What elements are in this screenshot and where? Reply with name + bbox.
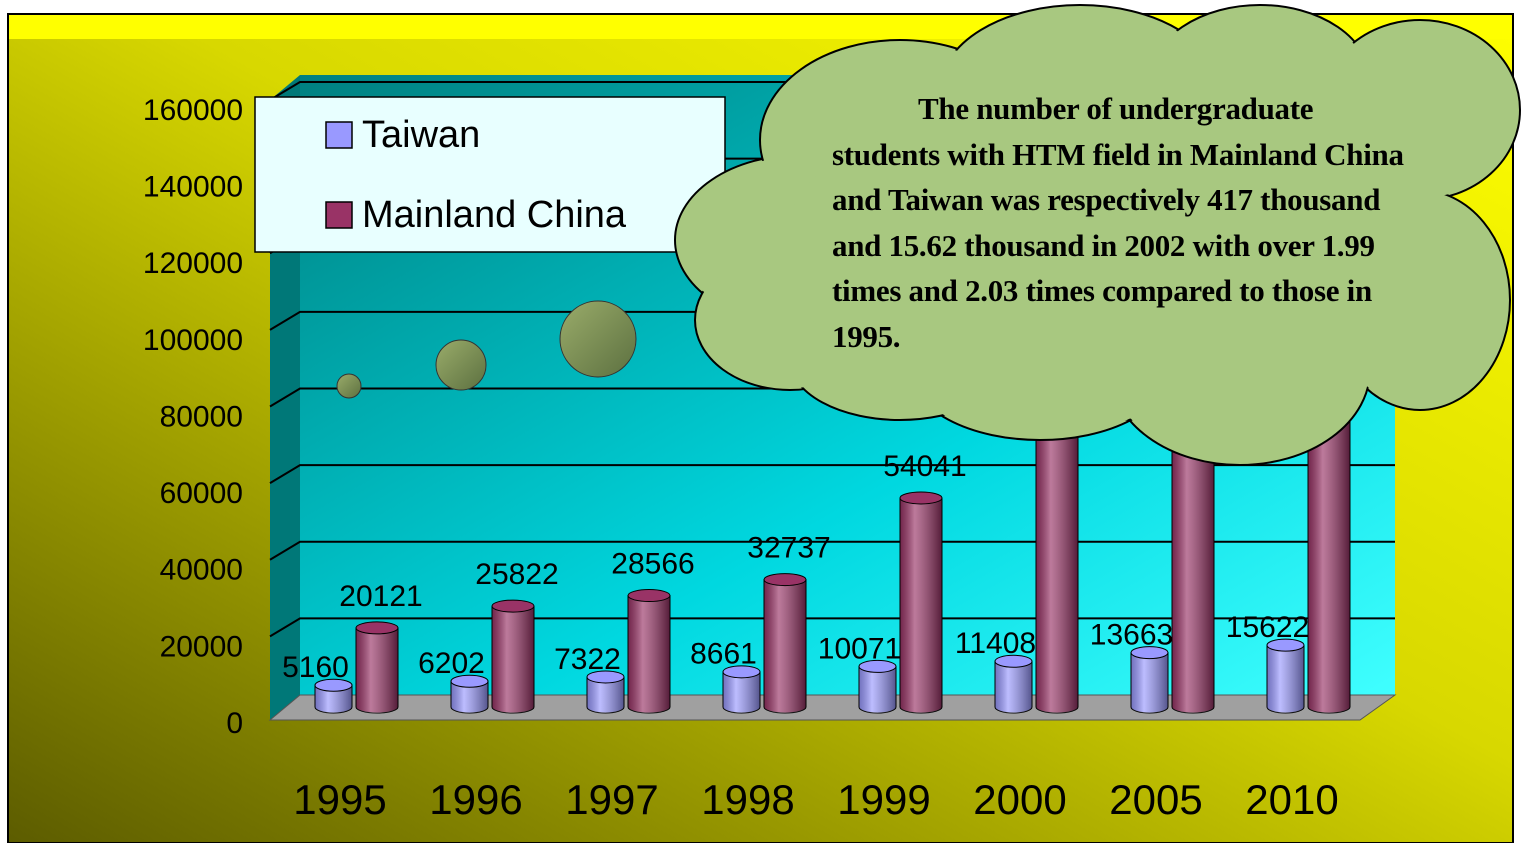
bar-top (356, 622, 398, 634)
bar-shade (764, 580, 806, 713)
x-tick-label: 1995 (293, 776, 386, 823)
x-tick-label: 2000 (973, 776, 1066, 823)
y-tick-label: 60000 (160, 477, 243, 510)
bar-shade (995, 661, 1032, 713)
x-tick-label: 1996 (429, 776, 522, 823)
value-label: 15622 (1226, 611, 1309, 644)
y-tick-label: 100000 (143, 324, 243, 357)
bar-shade (628, 596, 670, 713)
value-label: 8661 (690, 638, 757, 671)
legend-swatch (326, 202, 352, 228)
value-label: 13663 (1090, 619, 1173, 652)
y-tick-label: 120000 (143, 247, 243, 280)
floor (270, 695, 1395, 720)
value-label: 28566 (611, 547, 694, 580)
legend-swatch (326, 122, 352, 148)
x-tick-label: 1999 (837, 776, 930, 823)
x-tick-label: 2010 (1245, 776, 1338, 823)
thought-bubble (337, 374, 361, 398)
thought-bubble (560, 301, 636, 377)
bar-shade (356, 628, 398, 713)
y-tick-label: 0 (226, 707, 243, 740)
bar-shade (1036, 421, 1078, 713)
value-label: 6202 (418, 647, 485, 680)
bar-shade (492, 606, 534, 713)
page: {"chart_data": {"type": "bar3d", "catego… (0, 0, 1527, 843)
value-label: 10071 (818, 632, 901, 665)
legend-label: Mainland China (362, 194, 627, 236)
bar-shade (859, 666, 896, 713)
bar-top (628, 590, 670, 602)
bar-shade (1267, 645, 1304, 713)
bar-top (492, 600, 534, 612)
bar-shade (1131, 653, 1168, 713)
annotation: The number of undergraduate students wit… (832, 86, 1422, 359)
x-tick-label: 2005 (1109, 776, 1202, 823)
y-tick-label: 80000 (160, 400, 243, 433)
y-tick-label: 140000 (143, 171, 243, 204)
value-label: 11408 (955, 627, 1036, 660)
value-label: 25822 (475, 558, 558, 591)
legend: Taiwan Mainland China (255, 97, 725, 252)
bar-shade (900, 498, 942, 713)
value-label: 32737 (747, 531, 830, 564)
value-label: 7322 (554, 643, 621, 676)
y-tick-label: 40000 (160, 554, 243, 587)
legend-label: Taiwan (362, 114, 480, 156)
bar-top (900, 492, 942, 504)
value-label: 20121 (339, 580, 422, 613)
thought-bubble (436, 340, 486, 390)
bar-top (764, 574, 806, 586)
y-tick-label: 20000 (160, 630, 243, 663)
y-tick-label: 160000 (143, 94, 243, 127)
x-tick-label: 1998 (701, 776, 794, 823)
value-label: 5160 (282, 651, 349, 684)
x-tick-label: 1997 (565, 776, 658, 823)
value-label: 54041 (883, 450, 966, 483)
